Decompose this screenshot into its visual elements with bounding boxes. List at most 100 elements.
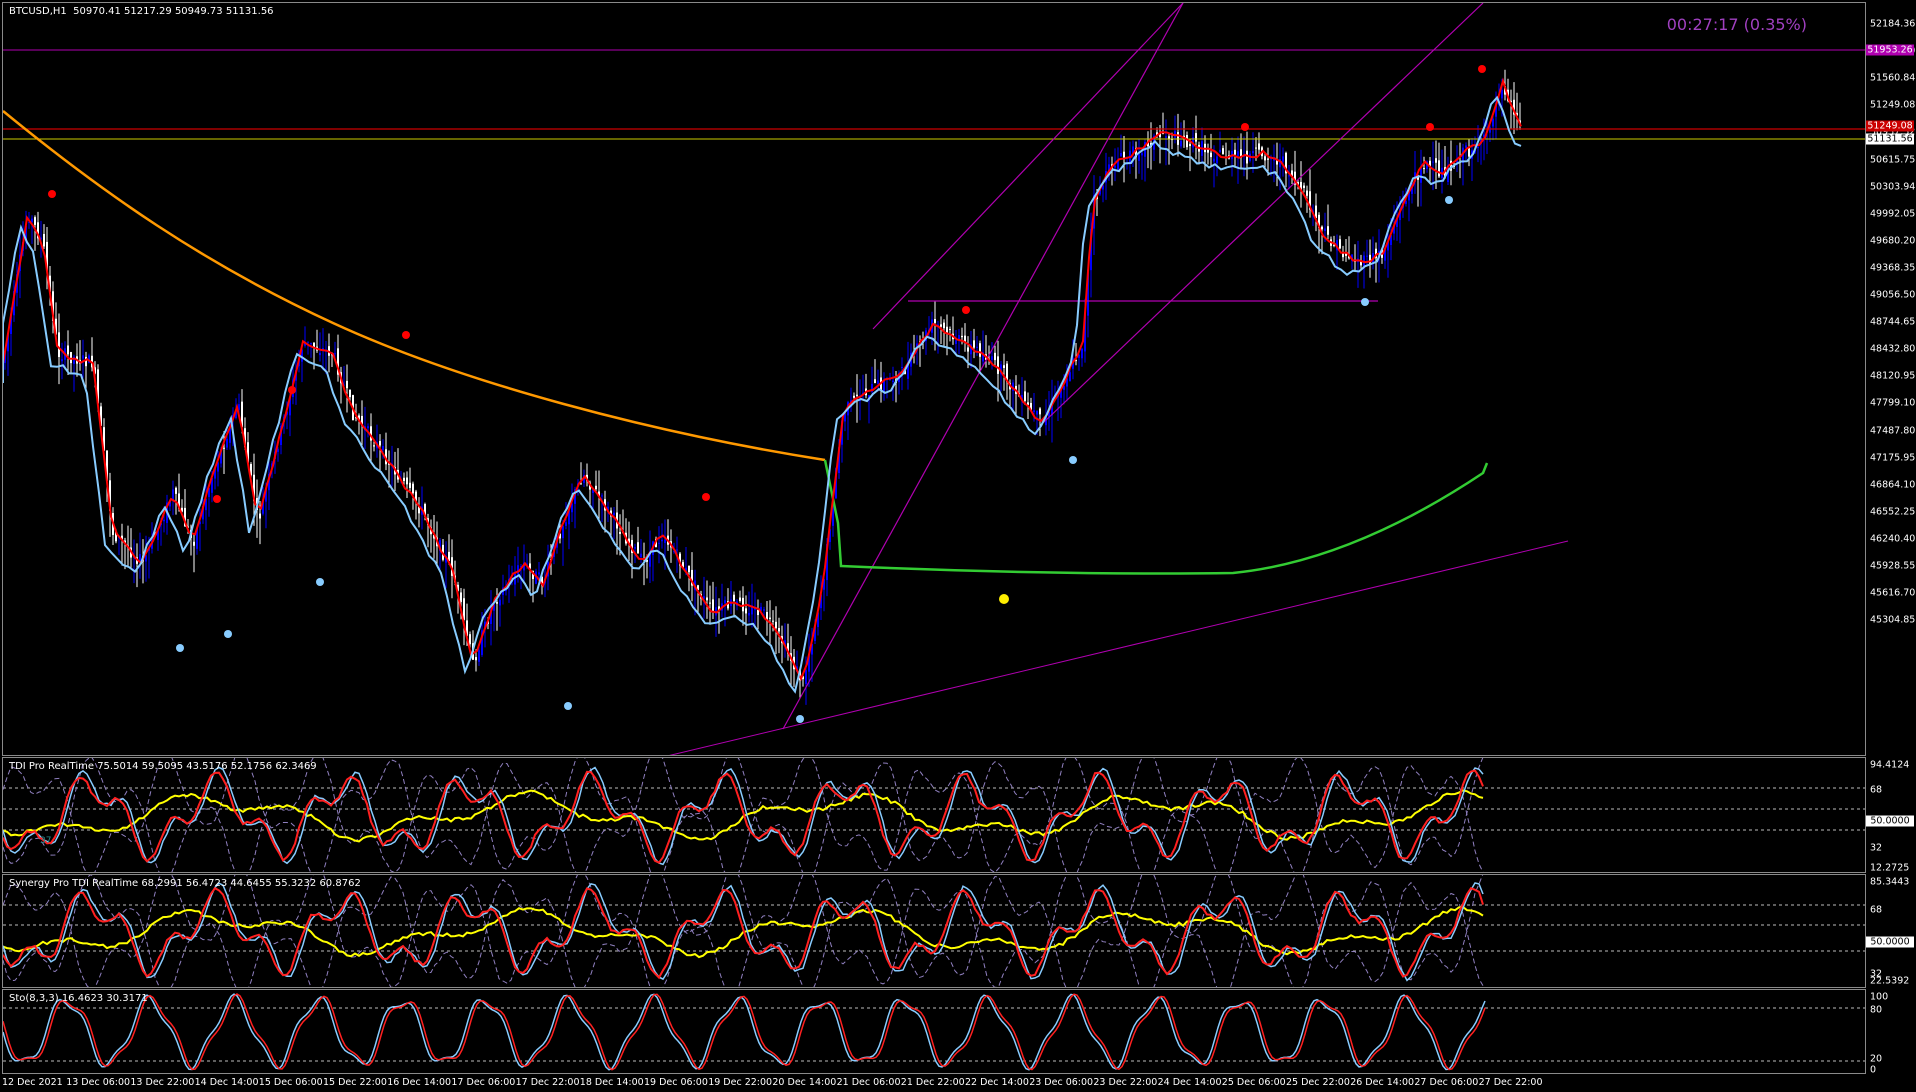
candle-body xyxy=(1510,100,1512,102)
candle-body xyxy=(490,607,492,624)
candle-body xyxy=(55,318,57,335)
candle-body xyxy=(178,493,180,509)
candle-body xyxy=(1060,385,1062,398)
candle-body xyxy=(973,340,975,348)
price-axis-label: 47175.95 xyxy=(1870,452,1916,464)
candle-body xyxy=(520,566,522,568)
candle-body xyxy=(1252,151,1254,154)
candle-body xyxy=(1168,136,1170,139)
price-badge-current: 51131.56 xyxy=(1866,133,1914,145)
time-axis-label: 16 Dec 14:00 xyxy=(387,1077,452,1088)
candle-body xyxy=(1360,260,1362,266)
candle-body xyxy=(1369,254,1371,265)
synergy-upper-band xyxy=(3,875,1484,987)
tdi-rsi-price xyxy=(3,766,1484,866)
candle-body xyxy=(640,553,642,558)
stoch-axis-label: 100 xyxy=(1870,991,1889,1003)
candle-body xyxy=(1426,161,1428,169)
candle-body xyxy=(568,510,570,525)
candle-body xyxy=(1465,145,1467,148)
price-chart-canvas[interactable] xyxy=(3,3,1866,756)
candle-body xyxy=(1180,140,1182,147)
candle-body xyxy=(784,640,786,647)
candle-body xyxy=(1063,386,1065,390)
candle-body xyxy=(277,449,279,452)
synergy-indicator-pane[interactable]: Synergy Pro TDI RealTime 68.2991 56.4723… xyxy=(2,874,1866,988)
candle-body xyxy=(757,609,759,616)
time-axis-label: 23 Dec 06:00 xyxy=(1029,1077,1094,1088)
price-axis-label: 49680.20 xyxy=(1870,235,1916,247)
candle-body xyxy=(346,380,348,389)
candle-body xyxy=(1246,150,1248,164)
candle-body xyxy=(202,505,204,520)
candle-body xyxy=(361,415,363,426)
price-axis-label: 50937.32 xyxy=(1870,126,1916,138)
candle-body xyxy=(412,483,414,494)
candle-body xyxy=(1177,132,1179,145)
candle-body xyxy=(1495,103,1497,117)
candle-body xyxy=(193,541,195,546)
candle-body xyxy=(310,343,312,345)
candle-body xyxy=(775,621,777,629)
candle-body xyxy=(49,275,51,292)
candle-body xyxy=(1219,149,1221,152)
candle-body xyxy=(25,225,27,242)
candle-body xyxy=(523,562,525,571)
tdi-level-label: 37 xyxy=(40,836,52,846)
candle-body xyxy=(1117,160,1119,170)
candle-body xyxy=(703,596,705,599)
candle-body xyxy=(1114,165,1116,168)
tdi-canvas xyxy=(3,758,1865,872)
candle-body xyxy=(592,489,594,493)
candle-body xyxy=(970,344,972,355)
candle-body xyxy=(121,535,123,541)
candle-body xyxy=(1492,118,1494,127)
candle-body xyxy=(691,569,693,586)
candle-body xyxy=(199,521,201,525)
candle-body xyxy=(1435,158,1437,163)
candle-body xyxy=(214,468,216,479)
price-axis[interactable]: 52184.3651872.6051560.8451249.0850937.32… xyxy=(1866,2,1916,756)
candle-body xyxy=(463,598,465,620)
candle-body xyxy=(457,584,459,591)
candle-body xyxy=(1030,402,1032,411)
candle-body xyxy=(1390,235,1392,245)
candle-body xyxy=(1393,225,1395,234)
stochastic-pane[interactable]: Sto(8,3,3) 16.4623 30.3171 xyxy=(2,989,1866,1074)
candle-body xyxy=(607,506,609,511)
candle-body xyxy=(43,233,45,247)
candle-body xyxy=(373,445,375,447)
candle-body xyxy=(1141,153,1143,156)
synergy-axis-label: 85.3443 xyxy=(1870,876,1910,888)
time-axis-label: 19 Dec 06:00 xyxy=(644,1077,708,1088)
price-chart-pane[interactable]: BTCUSD,H1 50970.41 51217.29 50949.73 511… xyxy=(2,2,1866,756)
sell-signal-dot xyxy=(402,331,410,339)
candle-body xyxy=(109,480,111,511)
candle-body xyxy=(1207,149,1209,153)
chart-symbol-title: BTCUSD,H1 50970.41 51217.29 50949.73 511… xyxy=(9,6,274,17)
buy-signal-dot xyxy=(316,578,324,586)
candle-body xyxy=(1477,147,1479,149)
candle-body xyxy=(1483,134,1485,137)
candle-body xyxy=(1024,391,1026,401)
candle-body xyxy=(763,609,765,611)
candle-body xyxy=(937,324,939,326)
time-axis-label: 23 Dec 22:00 xyxy=(1093,1077,1158,1088)
price-axis-label: 49992.05 xyxy=(1870,208,1916,220)
candle-body xyxy=(1156,132,1158,137)
price-axis-label: 52184.36 xyxy=(1870,18,1916,30)
channel-line-upper-b xyxy=(1042,3,1484,424)
candle-body xyxy=(871,383,873,392)
candle-body xyxy=(778,628,780,632)
candle-body xyxy=(259,513,261,519)
tdi-indicator-pane[interactable]: TDI Pro RealTime 75.5014 59.5095 43.5176… xyxy=(2,757,1866,873)
candle-body xyxy=(1318,214,1320,229)
time-axis-label: 25 Dec 06:00 xyxy=(1221,1077,1286,1088)
candle-body xyxy=(478,650,480,662)
candle-body xyxy=(169,500,171,507)
candle-body xyxy=(250,464,252,476)
candle-body xyxy=(811,644,813,655)
candle-body xyxy=(238,404,240,410)
baseline-path xyxy=(3,77,1522,682)
candle-body xyxy=(517,565,519,575)
